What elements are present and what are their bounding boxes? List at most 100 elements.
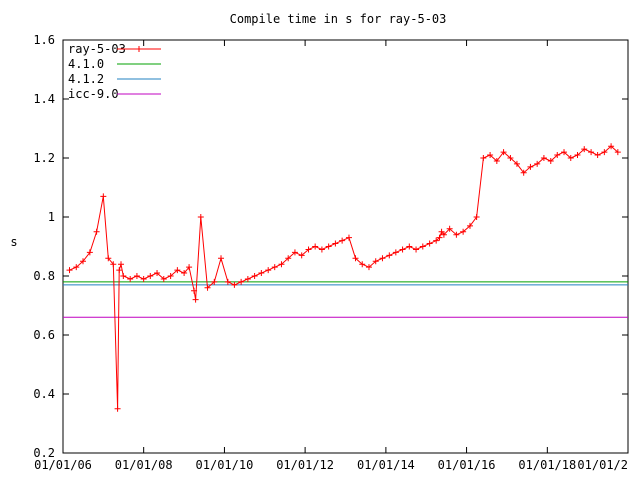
data-point xyxy=(192,296,199,303)
data-point xyxy=(305,246,312,253)
data-point xyxy=(244,275,251,282)
data-point xyxy=(426,240,433,247)
data-point xyxy=(540,155,547,161)
data-point xyxy=(487,152,494,159)
data-point xyxy=(534,160,541,167)
data-point xyxy=(507,155,514,161)
legend-label: 4.1.0 xyxy=(68,57,104,71)
data-point xyxy=(197,214,204,220)
data-point xyxy=(601,149,608,156)
data-point xyxy=(466,222,473,229)
data-point xyxy=(66,267,73,274)
data-point xyxy=(453,231,460,238)
data-point xyxy=(154,270,161,277)
data-point xyxy=(325,243,332,250)
data-point xyxy=(312,243,319,250)
data-point xyxy=(332,240,339,247)
y-tick-label: 1.4 xyxy=(33,92,55,106)
data-point xyxy=(218,255,225,262)
y-tick-label: 0.4 xyxy=(33,387,55,401)
data-point xyxy=(251,273,258,279)
data-point xyxy=(318,246,325,253)
data-point xyxy=(291,249,298,256)
x-tick-label: 01/01/10 xyxy=(196,458,254,472)
data-point xyxy=(345,234,352,241)
data-point xyxy=(433,237,440,244)
data-point xyxy=(581,146,588,153)
data-point xyxy=(100,193,107,200)
data-point xyxy=(231,281,238,288)
data-point xyxy=(191,287,198,294)
data-point xyxy=(446,225,453,232)
data-point xyxy=(588,149,595,156)
data-point xyxy=(436,234,443,241)
data-point xyxy=(140,275,147,282)
series-line-ray-5-03 xyxy=(69,145,619,409)
data-point xyxy=(120,273,127,279)
data-point xyxy=(413,246,420,253)
data-point xyxy=(359,261,366,268)
legend-label: 4.1.2 xyxy=(68,72,104,86)
data-point xyxy=(473,214,480,220)
data-point xyxy=(513,160,520,167)
data-point xyxy=(399,246,406,253)
data-point xyxy=(440,231,447,238)
data-point xyxy=(133,273,140,279)
data-point xyxy=(392,249,399,256)
data-point xyxy=(118,261,125,268)
data-point xyxy=(406,243,413,250)
data-point xyxy=(594,152,601,159)
y-axis-label: s xyxy=(10,235,17,249)
data-point xyxy=(608,143,615,150)
data-point xyxy=(547,157,554,164)
data-point xyxy=(186,264,193,271)
data-point xyxy=(114,405,121,412)
data-point xyxy=(116,267,123,274)
data-point xyxy=(372,258,379,265)
data-point xyxy=(493,157,500,164)
data-point xyxy=(352,255,359,262)
data-point xyxy=(386,252,393,259)
data-point xyxy=(105,255,112,262)
data-point xyxy=(147,273,154,279)
data-point xyxy=(379,255,386,262)
x-tick-label: 01/01/12 xyxy=(276,458,334,472)
data-point xyxy=(365,264,372,271)
data-point xyxy=(181,270,188,277)
data-point xyxy=(419,243,426,250)
data-point xyxy=(561,149,568,156)
x-tick-label: 01/01/16 xyxy=(438,458,496,472)
data-point xyxy=(211,278,218,285)
legend-label: icc-9.0 xyxy=(68,87,119,101)
data-point xyxy=(554,152,561,159)
y-tick-label: 0.8 xyxy=(33,269,55,283)
data-point xyxy=(258,270,265,277)
data-point xyxy=(86,249,93,256)
data-point xyxy=(167,273,174,279)
data-point xyxy=(110,261,117,268)
data-point xyxy=(174,267,181,274)
data-point xyxy=(160,275,167,282)
y-tick-label: 0.6 xyxy=(33,328,55,342)
x-tick-label: 01/01/18 xyxy=(518,458,576,472)
data-point xyxy=(460,228,467,235)
x-axis: 01/01/06 01/01/08 01/01/10 01/01/12 01/01/14… xyxy=(34,40,629,472)
data-point xyxy=(73,264,80,271)
series-marks xyxy=(63,143,628,412)
y-tick-label: 1 xyxy=(48,210,55,224)
y-axis: 0.2 0.4 0.6 0.8 1 1.2 1.4 1.6 xyxy=(33,33,628,460)
data-point xyxy=(224,278,231,285)
data-point xyxy=(238,278,245,285)
chart-title: Compile time in s for ray-5-03 xyxy=(230,12,447,26)
x-tick-label: 01/01/14 xyxy=(357,458,415,472)
x-tick-label: 01/01/2 xyxy=(577,458,628,472)
data-point xyxy=(480,155,487,161)
data-point xyxy=(500,149,507,156)
data-point xyxy=(527,163,534,170)
data-point xyxy=(614,149,621,156)
y-tick-label: 1.2 xyxy=(33,151,55,165)
data-point xyxy=(574,152,581,159)
data-point xyxy=(127,275,134,282)
data-point xyxy=(278,261,285,268)
